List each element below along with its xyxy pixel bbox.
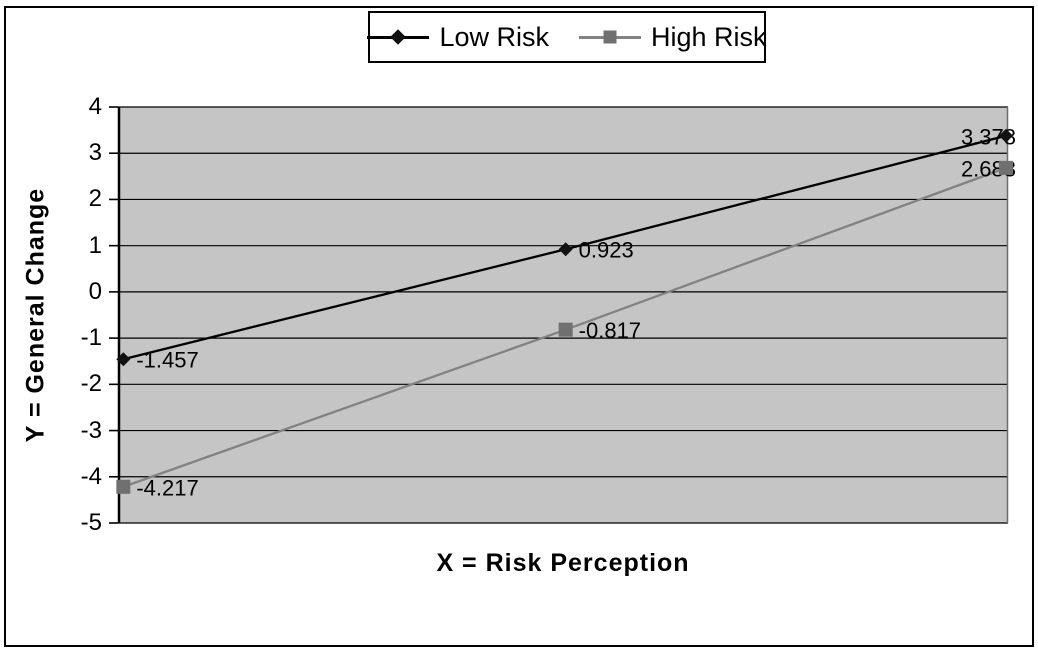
- diamond-marker-icon: [999, 128, 1013, 143]
- y-tick-label: -1: [80, 324, 102, 352]
- x-axis-title: X = Risk Perception: [436, 549, 690, 577]
- legend-label-high-risk: High Risk: [651, 21, 767, 52]
- data-label: -4.217: [136, 475, 198, 500]
- square-marker-icon: [558, 322, 573, 337]
- data-label: -1.457: [136, 348, 198, 373]
- y-tick-label: 3: [88, 139, 102, 167]
- data-label: 0.923: [579, 238, 634, 263]
- y-tick-label: 0: [88, 277, 102, 305]
- y-tick-label: 2: [88, 185, 102, 213]
- diamond-marker-icon: [390, 29, 407, 45]
- diamond-marker-icon: [116, 352, 131, 367]
- data-label: -0.817: [579, 318, 641, 343]
- square-marker-icon: [999, 160, 1013, 175]
- legend-label-low-risk: Low Risk: [439, 21, 549, 52]
- y-tick-label: 1: [88, 231, 102, 259]
- legend: Low Risk High Risk: [367, 11, 767, 63]
- y-tick-label: -2: [80, 370, 102, 398]
- legend-sample-low-risk: [367, 29, 430, 45]
- y-tick-label: -3: [80, 416, 102, 444]
- legend-entry-low-risk: Low Risk: [367, 21, 549, 52]
- y-axis-title: Y = General Change: [21, 187, 50, 443]
- y-tick-label: -4: [80, 462, 102, 490]
- diamond-marker-icon: [558, 242, 573, 257]
- plot-area: -1.457 0.923 3.378 -4.217 -0.817 2.683: [109, 106, 1016, 524]
- y-tick-label: -5: [80, 509, 102, 536]
- y-tick-label: 4: [88, 93, 102, 120]
- square-marker-icon: [116, 479, 131, 494]
- square-marker-icon: [603, 30, 617, 44]
- legend-entry-high-risk: High Risk: [579, 21, 767, 52]
- legend-sample-high-risk: [579, 30, 641, 45]
